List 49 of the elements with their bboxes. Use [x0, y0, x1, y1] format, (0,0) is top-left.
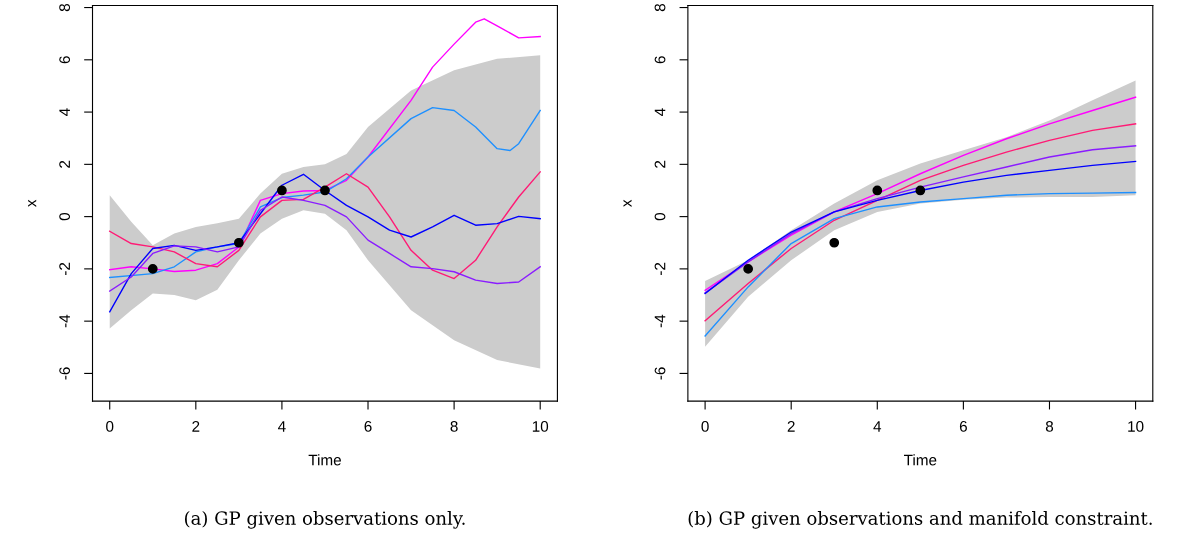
y-tick-label: 6: [59, 56, 71, 64]
line-series: [109, 18, 541, 273]
line-series: [109, 171, 541, 280]
y-axis-title: x: [623, 199, 632, 207]
x-tick-label: 8: [450, 420, 458, 432]
y-tick-label: 0: [59, 212, 71, 221]
x-axis-title: Time: [308, 454, 341, 466]
line-series: [704, 123, 1137, 322]
x-tick-label: 2: [192, 420, 200, 432]
line-series: [109, 106, 541, 279]
line-series: [109, 173, 541, 313]
y-tick-label: 4: [59, 108, 70, 116]
text: (b) GP given observations and manifold constraint.: [688, 510, 1152, 529]
x-tick-label: 6: [364, 420, 372, 432]
point: [829, 237, 840, 248]
point: [277, 185, 287, 196]
point: [147, 264, 158, 274]
x-axis-title: Time: [903, 454, 937, 466]
x-tick-label: 10: [1128, 420, 1144, 432]
x-tick-label: 2: [787, 420, 795, 432]
y-tick-label: -6: [654, 367, 666, 380]
x-tick-label: 8: [1045, 420, 1054, 432]
x-tick-label: 10: [532, 420, 549, 432]
point: [872, 185, 883, 196]
y-axis-title: x: [28, 199, 37, 207]
y-tick-label: 2: [654, 160, 666, 168]
x-tick-label: 6: [959, 420, 967, 432]
text: (a) GP given observations only.: [184, 510, 465, 529]
y-tick-label: 2: [59, 160, 70, 168]
y-tick-label: -2: [59, 262, 70, 275]
x-tick-label: 0: [106, 420, 114, 432]
x-tick-label: 4: [873, 421, 882, 432]
point: [743, 264, 754, 274]
y-tick-label: -6: [59, 367, 71, 380]
point: [234, 237, 244, 248]
line-series: [704, 96, 1137, 292]
point: [320, 185, 330, 196]
y-tick-label: 6: [654, 56, 666, 64]
y-tick-label: -2: [654, 262, 666, 275]
line-series: [704, 191, 1137, 337]
y-tick-label: -4: [59, 314, 70, 328]
y-tick-label: 8: [654, 3, 666, 12]
x-tick-label: 0: [701, 420, 709, 432]
y-tick-label: 0: [654, 212, 666, 221]
y-tick-label: 4: [654, 108, 666, 116]
y-tick-label: 8: [59, 3, 71, 12]
y-tick-label: -4: [654, 314, 666, 328]
x-tick-label: 4: [278, 421, 286, 432]
point: [915, 185, 926, 196]
